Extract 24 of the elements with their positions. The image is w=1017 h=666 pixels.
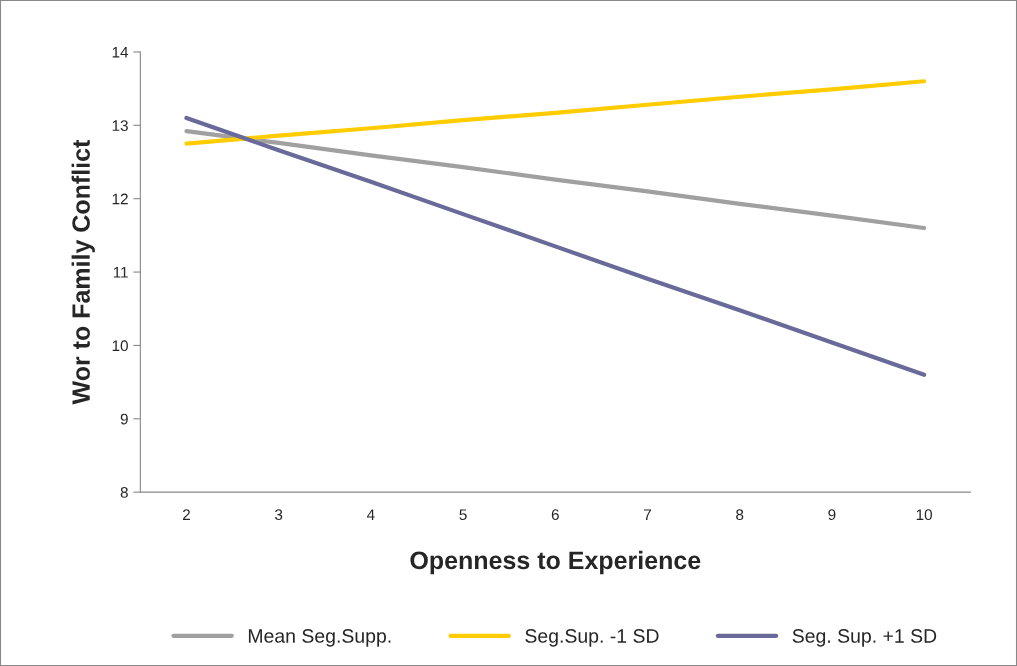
y-tick-label: 10 [112, 340, 128, 352]
legend-label: Seg. Sup. +1 SD [792, 629, 937, 647]
line-series [184, 115, 927, 377]
line-series [184, 129, 927, 231]
y-axis-title: Wor to Family Conflict [71, 139, 95, 405]
x-tick-label: 9 [828, 509, 836, 521]
x-tick-label: 5 [459, 509, 467, 521]
y-tick-label: 14 [112, 46, 129, 58]
x-tick-label: 7 [644, 509, 651, 520]
x-tick-label: 3 [274, 509, 283, 521]
x-tick-label: 4 [366, 509, 375, 520]
x-tick-label: 2 [182, 509, 190, 520]
y-tick-label: 8 [120, 487, 128, 498]
legend-label: Mean Seg.Supp. [248, 629, 391, 647]
y-tick-label: 13 [112, 120, 128, 132]
x-tick-label: 8 [736, 509, 744, 521]
y-tick-label: 9 [120, 413, 128, 425]
legend-label: Seg.Sup. -1 SD [525, 629, 659, 647]
y-tick-label: 12 [112, 193, 128, 205]
line-series [184, 79, 927, 146]
x-tick-label: 10 [916, 509, 933, 521]
x-axis-title: Openness to Experience [410, 550, 701, 575]
x-tick-label: 6 [551, 509, 559, 521]
y-tick-label: 11 [113, 267, 128, 278]
